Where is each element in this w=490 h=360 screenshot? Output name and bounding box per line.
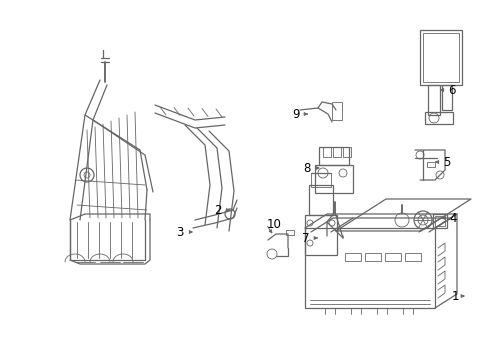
Text: 9: 9 — [292, 108, 300, 121]
Text: 6: 6 — [448, 84, 456, 96]
Bar — [305, 215, 337, 255]
Bar — [333, 147, 341, 157]
Bar — [343, 147, 351, 157]
Bar — [405, 253, 421, 261]
Text: 2: 2 — [214, 203, 222, 216]
Text: 7: 7 — [302, 231, 310, 244]
Bar — [332, 102, 342, 120]
Bar — [428, 85, 440, 115]
Bar — [365, 253, 381, 261]
Text: 1: 1 — [451, 289, 459, 302]
Bar — [345, 253, 361, 261]
Text: 4: 4 — [449, 212, 457, 225]
Bar — [315, 165, 353, 193]
Bar — [286, 230, 294, 235]
Bar — [427, 162, 435, 167]
Bar — [311, 173, 331, 187]
Text: 8: 8 — [303, 162, 311, 175]
Bar — [433, 214, 447, 228]
Text: 10: 10 — [267, 217, 281, 230]
Bar — [423, 33, 459, 82]
Bar — [442, 85, 452, 110]
Bar — [323, 147, 331, 157]
Bar — [425, 112, 453, 124]
Bar — [435, 216, 445, 226]
Text: 5: 5 — [443, 156, 451, 168]
Bar — [385, 253, 401, 261]
Text: 3: 3 — [176, 225, 184, 239]
Bar — [309, 185, 333, 215]
Bar — [420, 30, 462, 85]
Bar — [319, 147, 349, 165]
Bar — [305, 228, 435, 308]
